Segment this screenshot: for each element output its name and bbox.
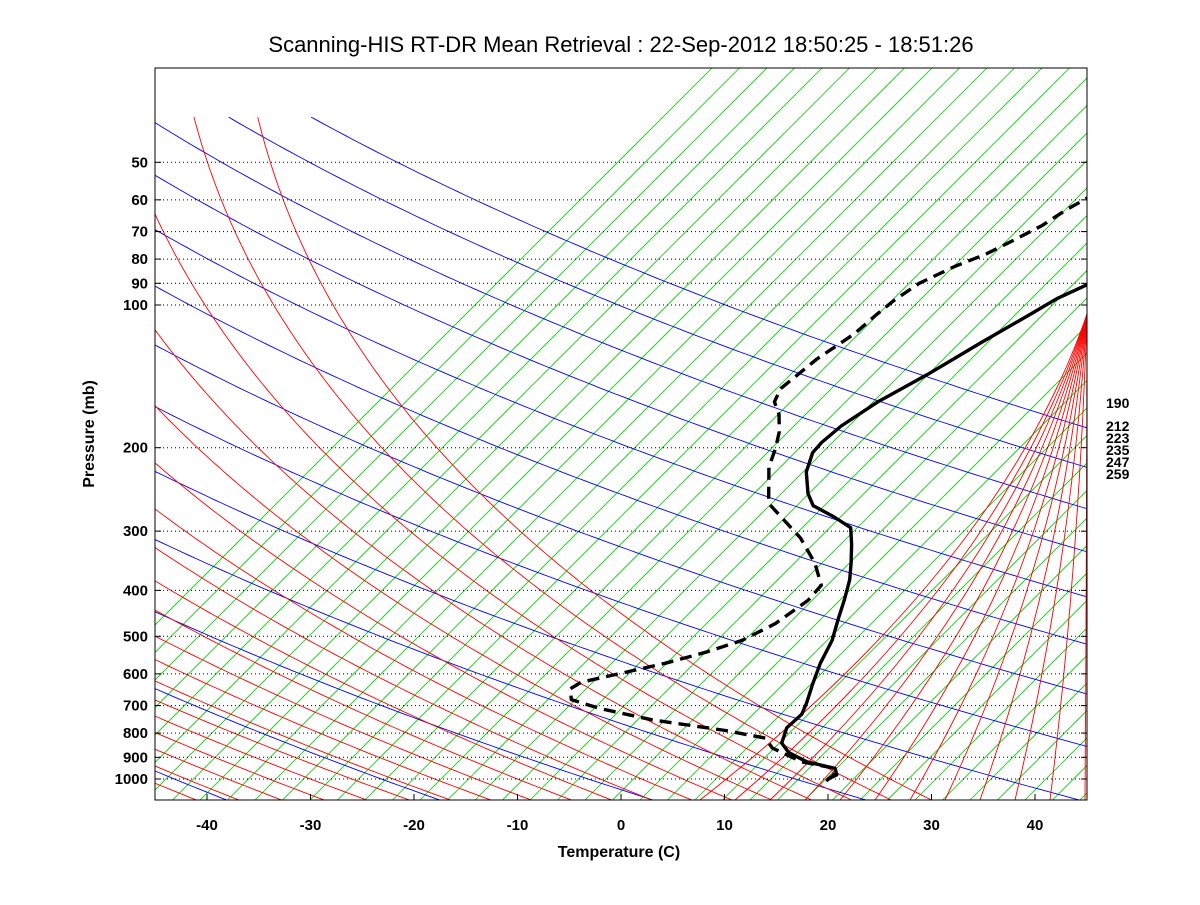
y-tick-label-500: 500 — [123, 628, 148, 645]
x-tick-label-0: 0 — [617, 817, 625, 834]
y-tick-label-70: 70 — [131, 224, 148, 241]
y-tick-label-900: 900 — [123, 749, 148, 766]
x-axis-label: Temperature (C) — [558, 844, 680, 861]
y-tick-label-400: 400 — [123, 582, 148, 599]
y-tick-label-90: 90 — [131, 275, 148, 292]
y-tick-label-80: 80 — [131, 251, 148, 268]
y-tick-label-1000: 1000 — [115, 771, 148, 788]
x-tick-label-40: 40 — [1027, 817, 1044, 834]
y-tick-label-800: 800 — [123, 725, 148, 742]
x-tick-label-10: 10 — [716, 817, 733, 834]
y-tick-label-300: 300 — [123, 523, 148, 540]
y-tick-label-700: 700 — [123, 698, 148, 715]
x-tick-label-30: 30 — [923, 817, 940, 834]
chart-title: Scanning-HIS RT-DR Mean Retrieval : 22-S… — [268, 32, 973, 57]
right-label-190: 190 — [1106, 395, 1130, 411]
y-tick-label-100: 100 — [123, 297, 148, 314]
y-tick-label-200: 200 — [123, 440, 148, 457]
y-axis-label: Pressure (mb) — [81, 380, 98, 488]
right-label-259: 259 — [1106, 466, 1130, 482]
y-tick-label-600: 600 — [123, 666, 148, 683]
y-tick-label-60: 60 — [131, 192, 148, 209]
x-tick-label--10: -10 — [507, 817, 529, 834]
x-tick-label-20: 20 — [820, 817, 837, 834]
y-tick-label-50: 50 — [131, 154, 148, 171]
x-tick-label--30: -30 — [300, 817, 322, 834]
x-tick-label--20: -20 — [403, 817, 425, 834]
x-tick-label--40: -40 — [196, 817, 218, 834]
